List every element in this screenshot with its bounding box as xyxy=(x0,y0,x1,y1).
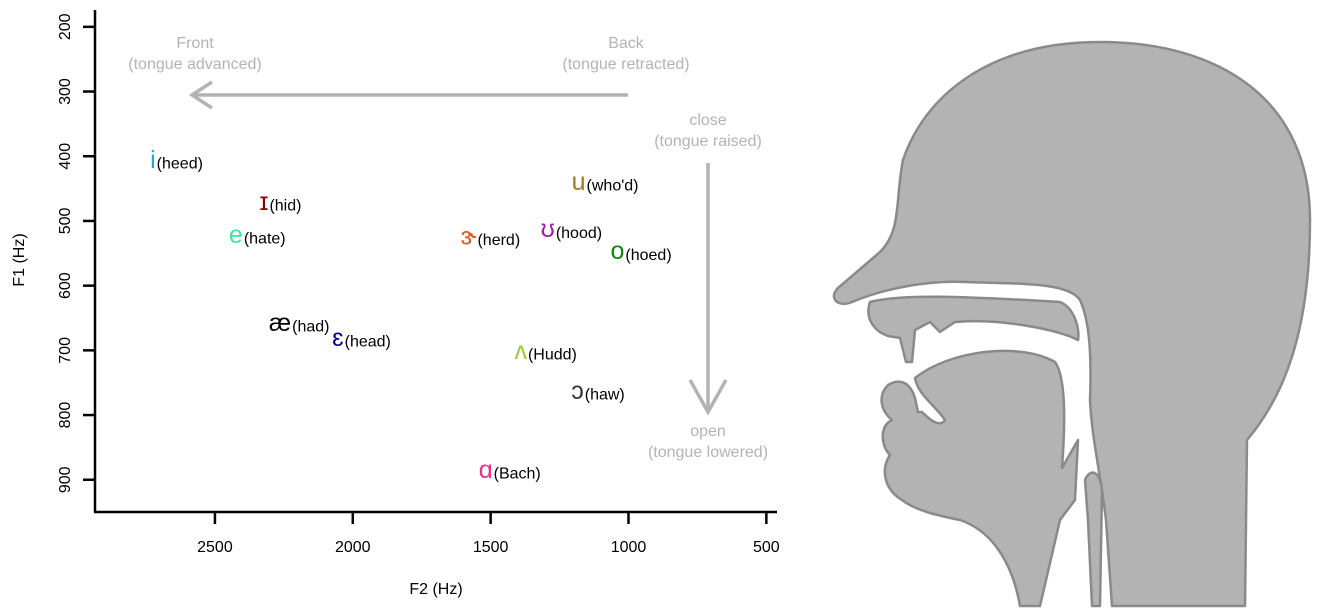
vowel-word: (haw) xyxy=(585,387,625,404)
y-tick-label: 500 xyxy=(57,207,74,234)
annotation: open xyxy=(690,423,726,440)
vowel-symbol: ɝ xyxy=(461,222,477,250)
annotation: (tongue lowered) xyxy=(648,444,768,461)
epiglottis xyxy=(1085,473,1102,606)
x-tick-label: 500 xyxy=(753,539,780,556)
y-tick-label: 900 xyxy=(57,466,74,493)
annotation: (tongue advanced) xyxy=(128,56,261,73)
vowel-symbol: u xyxy=(572,168,586,196)
vowel-word: (who'd) xyxy=(587,178,639,195)
vowel-symbol: e xyxy=(229,221,243,249)
x-axis-title: F2 (Hz) xyxy=(409,581,462,598)
y-tick-label: 800 xyxy=(57,402,74,429)
y-tick-label: 700 xyxy=(57,337,74,364)
vowel-word: (herd) xyxy=(477,232,520,249)
y-tick-label: 600 xyxy=(57,272,74,299)
vowel-word: (Bach) xyxy=(494,466,541,483)
vowel-symbol: i xyxy=(150,146,156,174)
y-axis-title: F1 (Hz) xyxy=(11,233,28,286)
x-tick-label: 2500 xyxy=(197,539,233,556)
vowel-symbol: ɔ xyxy=(571,377,584,405)
vowel-symbol: æ xyxy=(269,309,291,337)
figure: Front (tongue advanced) Back (tongue ret… xyxy=(0,0,1319,608)
annotation: (tongue retracted) xyxy=(562,56,689,73)
annotation: Back xyxy=(608,35,645,52)
vowel-symbol: ʌ xyxy=(514,337,527,365)
vowel-word: (heed) xyxy=(157,156,203,173)
x-tick-label: 1000 xyxy=(611,539,647,556)
y-tick-label: 200 xyxy=(57,13,74,40)
y-tick-label: 400 xyxy=(57,143,74,170)
tongue-jaw xyxy=(882,351,1078,606)
annotation: Front xyxy=(176,35,214,52)
vowel-symbol: ɛ xyxy=(332,324,343,352)
vowel-word: (hood) xyxy=(556,225,602,242)
vowel-word: (head) xyxy=(345,334,391,351)
x-tick-label: 2000 xyxy=(335,539,371,556)
vowel-symbol: ɑ xyxy=(479,456,493,484)
vowel-symbol: ɪ xyxy=(260,188,269,216)
vowel-word: (hate) xyxy=(244,231,286,248)
head-illustration xyxy=(834,42,1310,606)
annotation: close xyxy=(689,112,726,129)
vowel-symbol: ʊ xyxy=(541,215,555,243)
x-tick-label: 1500 xyxy=(473,539,509,556)
vowel-word: (Hudd) xyxy=(528,346,577,363)
vowel-symbol: o xyxy=(611,237,625,265)
vowel-word: (hid) xyxy=(269,198,301,215)
palate xyxy=(868,297,1078,362)
vowel-word: (hoed) xyxy=(625,247,671,264)
vowel-word: (had) xyxy=(292,319,329,336)
annotation: (tongue raised) xyxy=(654,133,762,150)
y-tick-label: 300 xyxy=(57,78,74,105)
